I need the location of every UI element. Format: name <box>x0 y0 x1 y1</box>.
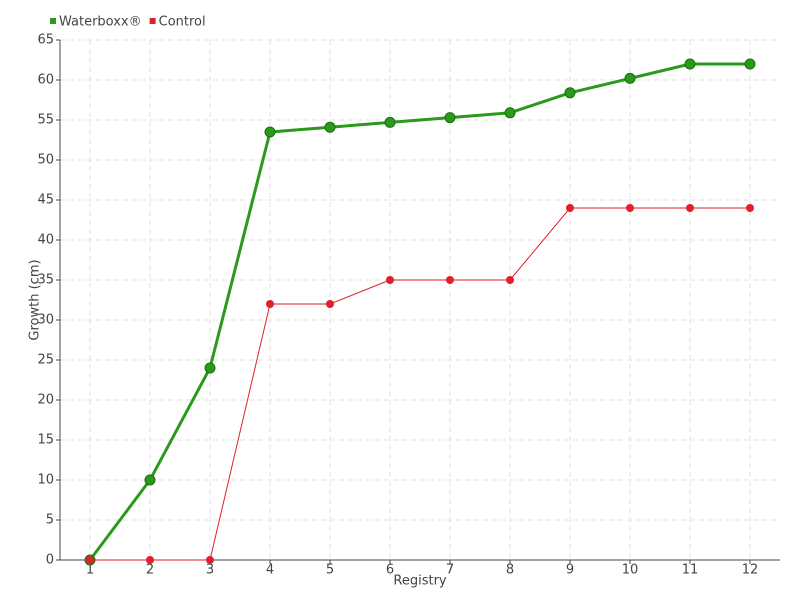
x-tick-label: 11 <box>682 563 699 578</box>
data-point <box>446 276 454 284</box>
y-tick-label: 65 <box>37 33 54 48</box>
y-tick-label: 15 <box>37 433 54 448</box>
data-point <box>686 204 694 212</box>
data-point <box>146 556 154 564</box>
y-tick-label: 35 <box>37 273 54 288</box>
data-point <box>504 107 516 119</box>
data-point <box>566 204 574 212</box>
data-point <box>386 276 394 284</box>
data-point <box>206 556 214 564</box>
y-tick-label: 20 <box>37 393 54 408</box>
data-point <box>384 116 396 128</box>
y-tick-label: 10 <box>37 473 54 488</box>
x-tick-label: 5 <box>326 563 334 578</box>
data-point <box>324 121 336 133</box>
data-point <box>204 362 216 374</box>
x-tick-label: 2 <box>146 563 154 578</box>
x-tick-label: 3 <box>206 563 214 578</box>
legend-label: Control <box>159 15 206 30</box>
data-point <box>86 556 94 564</box>
legend-swatch <box>50 18 56 24</box>
legend-label: Waterboxx® <box>59 15 142 30</box>
x-tick-label: 4 <box>266 563 274 578</box>
x-tick-label: 8 <box>506 563 514 578</box>
x-tick-label: 6 <box>386 563 394 578</box>
x-tick-label: 10 <box>622 563 639 578</box>
y-tick-label: 45 <box>37 193 54 208</box>
data-point <box>264 126 276 138</box>
series-line <box>88 62 750 561</box>
data-point <box>564 87 576 99</box>
x-tick-label: 1 <box>86 563 94 578</box>
y-tick-label: 30 <box>37 313 54 328</box>
x-tick-label: 9 <box>566 563 574 578</box>
x-axis-label: Registry <box>393 574 447 589</box>
data-point <box>684 58 696 70</box>
data-point <box>144 474 156 486</box>
y-tick-label: 55 <box>37 113 54 128</box>
y-tick-label: 40 <box>37 233 54 248</box>
data-point <box>326 300 334 308</box>
data-point <box>626 204 634 212</box>
data-point <box>624 72 636 84</box>
legend-swatch <box>149 18 156 24</box>
data-point <box>266 300 274 308</box>
data-point <box>506 276 514 284</box>
data-point <box>444 112 456 124</box>
y-tick-label: 0 <box>46 553 54 568</box>
x-tick-label: 12 <box>742 563 759 578</box>
y-tick-label: 50 <box>37 153 54 168</box>
data-point <box>746 204 754 212</box>
y-axis-label: Growth (cm) <box>28 259 43 340</box>
y-tick-label: 25 <box>37 353 54 368</box>
data-point <box>744 58 756 70</box>
series-line <box>90 207 750 561</box>
y-tick-label: 60 <box>37 73 54 88</box>
y-tick-label: 5 <box>46 513 54 528</box>
x-tick-label: 7 <box>446 563 454 578</box>
